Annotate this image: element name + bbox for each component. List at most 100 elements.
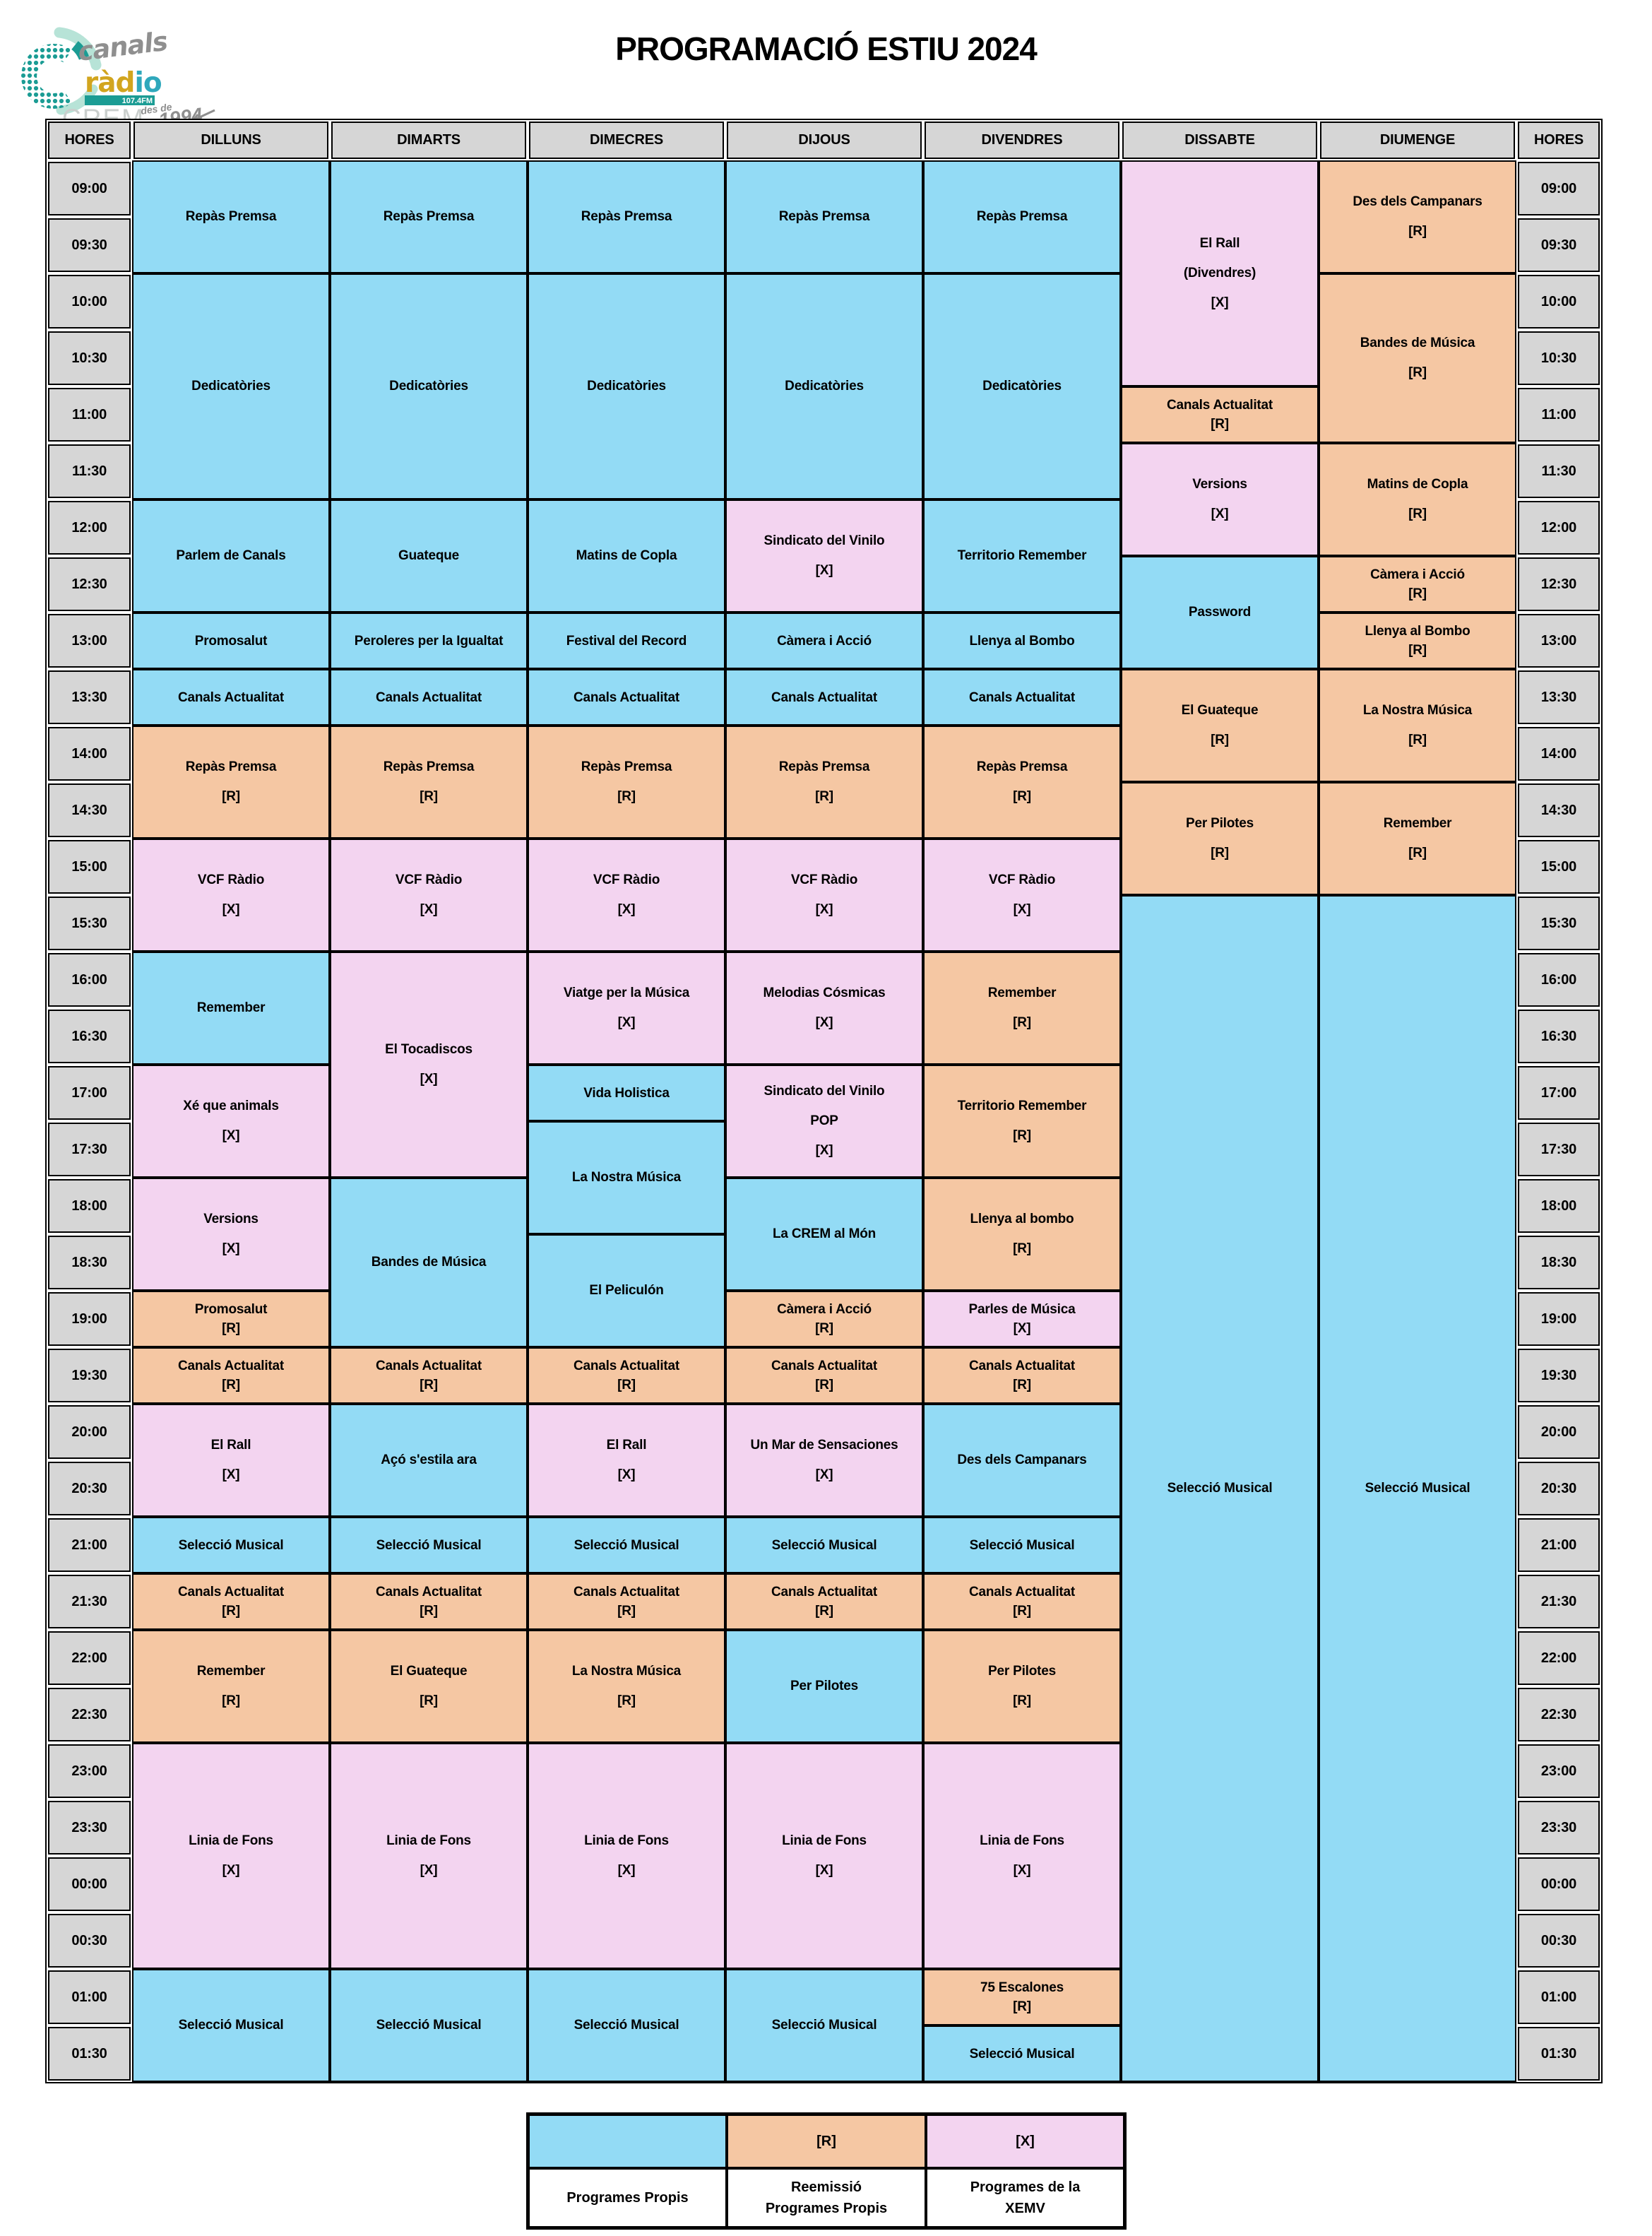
time-cell-right-text: 01:30 xyxy=(1540,2045,1577,2062)
time-cell-left-text: 11:30 xyxy=(71,463,107,479)
logo-word-radio-teal: io xyxy=(134,67,161,99)
time-cell-left: 20:00 xyxy=(48,1405,131,1459)
time-cell-left-text: 22:00 xyxy=(71,1650,107,1666)
program-cell: Canals Actualitat [R] xyxy=(923,1347,1121,1404)
program-cell-text: Selecció Musical xyxy=(178,1537,284,1553)
program-cell-text: [R] xyxy=(420,1604,438,1619)
program-cell: Viatge per la Música [X] xyxy=(528,952,725,1065)
time-cell-left: 21:00 xyxy=(48,1518,131,1572)
time-cell-right: 21:30 xyxy=(1518,1575,1600,1628)
program-cell: Matins de Copla [R] xyxy=(1319,443,1516,556)
day-header-dijous: DIJOUS xyxy=(727,122,922,159)
program-cell-text: Dedicatòries xyxy=(587,379,666,394)
program-cell: Canals Actualitat xyxy=(725,669,923,726)
time-cell-right-text: 14:30 xyxy=(1540,802,1577,818)
program-cell-text: [R] xyxy=(1211,846,1229,860)
program-cell: Canals Actualitat [R] xyxy=(725,1347,923,1404)
program-cell: Peroleres per la Igualtat xyxy=(330,613,528,669)
program-cell-text: Canals Actualitat xyxy=(1166,398,1273,413)
logo-word-radio-gold: ràd xyxy=(85,67,134,99)
legend: [R] [X] Programes Propis Reemissió Programes… xyxy=(526,2112,1127,2230)
program-cell: Repàs Premsa [R] xyxy=(330,726,528,839)
program-cell: Canals Actualitat xyxy=(528,669,725,726)
time-cell-left: 23:00 xyxy=(48,1744,131,1798)
program-cell-text: [X] xyxy=(1211,295,1229,310)
program-cell: El Rall (Divendres) [X] xyxy=(1121,160,1319,386)
time-cell-left: 18:00 xyxy=(48,1179,131,1233)
program-cell-text: Remember xyxy=(987,986,1057,1000)
program-cell-text: [R] xyxy=(222,1693,240,1708)
program-cell-text: VCF Ràdio xyxy=(988,872,1056,887)
program-cell: Canals Actualitat xyxy=(923,669,1121,726)
program-cell-text: [R] xyxy=(1408,586,1427,601)
program-cell: Remember [R] xyxy=(923,952,1121,1065)
program-cell-text: [R] xyxy=(1211,733,1229,747)
program-cell: Versions [X] xyxy=(1121,443,1319,556)
program-cell-text: [R] xyxy=(1013,1693,1031,1708)
program-cell: Repàs Premsa xyxy=(132,160,330,273)
program-cell: Melodias Cósmicas [X] xyxy=(725,952,923,1065)
time-cell-right-text: 13:00 xyxy=(1540,632,1577,649)
program-cell: Des dels Campanars xyxy=(923,1404,1121,1517)
program-cell: Repàs Premsa xyxy=(330,160,528,273)
time-cell-left: 00:00 xyxy=(48,1857,131,1911)
program-cell-text: [R] xyxy=(1408,846,1427,860)
program-cell-text: Parlem de Canals xyxy=(176,548,286,563)
program-cell: Repàs Premsa [R] xyxy=(132,726,330,839)
program-cell: Canals Actualitat [R] xyxy=(132,1347,330,1404)
program-cell-text: [R] xyxy=(222,1321,240,1336)
program-cell-text: Selecció Musical xyxy=(178,2018,284,2033)
time-cell-right: 14:30 xyxy=(1518,783,1600,837)
program-cell-text: Linia de Fons xyxy=(782,1833,867,1848)
time-cell-right: 12:00 xyxy=(1518,501,1600,555)
program-cell: Sindicato del Vinilo [X] xyxy=(725,499,923,613)
program-cell: El Guateque [R] xyxy=(330,1630,528,1743)
time-cell-right: 00:00 xyxy=(1518,1857,1600,1911)
logo-frequency-bar xyxy=(85,95,155,105)
program-cell-text: Sindicato del Vinilo xyxy=(763,533,885,548)
time-cell-right: 00:30 xyxy=(1518,1914,1600,1968)
time-cell-right-text: 00:30 xyxy=(1540,1932,1577,1948)
time-cell-right-text: 12:00 xyxy=(1540,519,1577,536)
time-cell-right: 01:00 xyxy=(1518,1970,1600,2024)
time-cell-right: 10:00 xyxy=(1518,275,1600,329)
time-cell-right: 23:30 xyxy=(1518,1801,1600,1855)
program-cell-text: Per Pilotes xyxy=(790,1679,858,1693)
time-cell-left-text: 01:30 xyxy=(71,2045,107,2062)
program-cell-text: Dedicatòries xyxy=(191,379,271,394)
program-cell: Selecció Musical xyxy=(132,1517,330,1573)
program-cell: Canals Actualitat xyxy=(330,669,528,726)
hours-header-right-text: HORES xyxy=(1533,132,1584,148)
program-cell-text: Selecció Musical xyxy=(376,1537,482,1553)
program-cell-text: Repàs Premsa xyxy=(778,759,870,774)
program-cell: Llenya al Bombo xyxy=(923,613,1121,669)
time-cell-left: 23:30 xyxy=(48,1801,131,1855)
time-cell-right: 13:30 xyxy=(1518,670,1600,724)
program-cell-text: Des dels Campanars xyxy=(1353,194,1482,209)
legend-label-text: Reemissió xyxy=(790,2179,862,2195)
program-cell-text: [R] xyxy=(815,1321,833,1336)
program-cell: Parles de Música [X] xyxy=(923,1291,1121,1347)
time-cell-right: 15:00 xyxy=(1518,840,1600,894)
time-cell-left: 22:30 xyxy=(48,1688,131,1741)
program-cell-text: Parles de Música xyxy=(968,1302,1076,1317)
program-cell-text: (Divendres) xyxy=(1183,266,1256,280)
time-cell-right-text: 11:00 xyxy=(1541,406,1576,422)
program-cell: El Guateque [R] xyxy=(1121,669,1319,782)
program-cell: Dedicatòries xyxy=(528,273,725,499)
program-cell-text: Per Pilotes xyxy=(1185,816,1254,831)
program-cell: Bandes de Música [R] xyxy=(1319,273,1516,443)
program-cell: Per Pilotes [R] xyxy=(1121,782,1319,895)
program-cell: Canals Actualitat [R] xyxy=(132,1573,330,1630)
time-cell-right: 13:00 xyxy=(1518,614,1600,668)
program-cell-text: Canals Actualitat xyxy=(375,1585,482,1599)
program-cell: Açó s'estila ara xyxy=(330,1404,528,1517)
program-cell: Territorio Remember xyxy=(923,499,1121,613)
program-cell: Dedicatòries xyxy=(330,273,528,499)
time-cell-left-text: 12:00 xyxy=(71,519,107,536)
program-cell-text: Linia de Fons xyxy=(386,1833,471,1848)
program-cell: Canals Actualitat [R] xyxy=(330,1573,528,1630)
program-cell-text: Matins de Copla xyxy=(576,548,677,563)
time-cell-left-text: 20:30 xyxy=(71,1480,107,1496)
program-cell-text: Bandes de Música xyxy=(1360,336,1475,350)
